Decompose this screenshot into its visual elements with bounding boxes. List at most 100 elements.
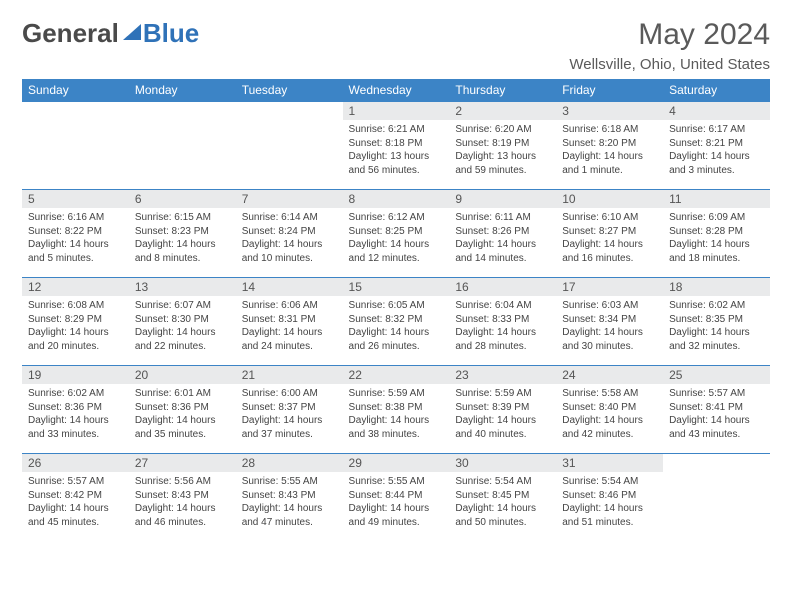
calendar-row: 19Sunrise: 6:02 AMSunset: 8:36 PMDayligh… [22,366,770,454]
day-number: 24 [556,366,663,384]
brand-logo: General Blue [22,18,199,49]
calendar-body: ......1Sunrise: 6:21 AMSunset: 8:18 PMDa… [22,102,770,542]
calendar-cell: 25Sunrise: 5:57 AMSunset: 8:41 PMDayligh… [663,366,770,454]
day-content: Sunrise: 6:18 AMSunset: 8:20 PMDaylight:… [556,120,663,181]
day-content: Sunrise: 6:03 AMSunset: 8:34 PMDaylight:… [556,296,663,357]
day-content: Sunrise: 5:55 AMSunset: 8:43 PMDaylight:… [236,472,343,533]
weekday-header: Tuesday [236,79,343,102]
month-title: May 2024 [569,18,770,52]
day-number: 30 [449,454,556,472]
day-number: 21 [236,366,343,384]
calendar-cell: 8Sunrise: 6:12 AMSunset: 8:25 PMDaylight… [343,190,450,278]
day-number: 4 [663,102,770,120]
weekday-header: Friday [556,79,663,102]
day-number: 8 [343,190,450,208]
day-content: Sunrise: 6:21 AMSunset: 8:18 PMDaylight:… [343,120,450,181]
calendar-cell: 27Sunrise: 5:56 AMSunset: 8:43 PMDayligh… [129,454,236,542]
calendar-cell: 29Sunrise: 5:55 AMSunset: 8:44 PMDayligh… [343,454,450,542]
day-content: Sunrise: 6:14 AMSunset: 8:24 PMDaylight:… [236,208,343,269]
calendar-cell: 12Sunrise: 6:08 AMSunset: 8:29 PMDayligh… [22,278,129,366]
day-content: Sunrise: 6:00 AMSunset: 8:37 PMDaylight:… [236,384,343,445]
day-content: Sunrise: 5:59 AMSunset: 8:39 PMDaylight:… [449,384,556,445]
day-content: Sunrise: 5:56 AMSunset: 8:43 PMDaylight:… [129,472,236,533]
day-content: Sunrise: 6:11 AMSunset: 8:26 PMDaylight:… [449,208,556,269]
calendar-cell: 9Sunrise: 6:11 AMSunset: 8:26 PMDaylight… [449,190,556,278]
calendar-cell: 21Sunrise: 6:00 AMSunset: 8:37 PMDayligh… [236,366,343,454]
calendar-cell: .. [129,102,236,190]
day-content: Sunrise: 6:04 AMSunset: 8:33 PMDaylight:… [449,296,556,357]
day-number: 31 [556,454,663,472]
location: Wellsville, Ohio, United States [569,56,770,73]
day-number: 1 [343,102,450,120]
calendar-cell: 28Sunrise: 5:55 AMSunset: 8:43 PMDayligh… [236,454,343,542]
day-content: Sunrise: 6:09 AMSunset: 8:28 PMDaylight:… [663,208,770,269]
day-content: Sunrise: 6:02 AMSunset: 8:36 PMDaylight:… [22,384,129,445]
calendar-cell: 23Sunrise: 5:59 AMSunset: 8:39 PMDayligh… [449,366,556,454]
day-number: 29 [343,454,450,472]
weekday-header: Wednesday [343,79,450,102]
day-content: Sunrise: 6:07 AMSunset: 8:30 PMDaylight:… [129,296,236,357]
calendar-cell: 31Sunrise: 5:54 AMSunset: 8:46 PMDayligh… [556,454,663,542]
day-number: 18 [663,278,770,296]
day-content: Sunrise: 6:06 AMSunset: 8:31 PMDaylight:… [236,296,343,357]
title-block: May 2024 Wellsville, Ohio, United States [569,18,770,73]
calendar-cell: 22Sunrise: 5:59 AMSunset: 8:38 PMDayligh… [343,366,450,454]
day-number: 11 [663,190,770,208]
brand-general: General [22,18,119,49]
day-content: Sunrise: 6:08 AMSunset: 8:29 PMDaylight:… [22,296,129,357]
weekday-header: Sunday [22,79,129,102]
day-content: Sunrise: 5:54 AMSunset: 8:45 PMDaylight:… [449,472,556,533]
calendar-cell: .. [236,102,343,190]
calendar-cell: 6Sunrise: 6:15 AMSunset: 8:23 PMDaylight… [129,190,236,278]
calendar-cell: 2Sunrise: 6:20 AMSunset: 8:19 PMDaylight… [449,102,556,190]
day-number: 22 [343,366,450,384]
calendar-cell: 19Sunrise: 6:02 AMSunset: 8:36 PMDayligh… [22,366,129,454]
day-number: 6 [129,190,236,208]
calendar-row: 26Sunrise: 5:57 AMSunset: 8:42 PMDayligh… [22,454,770,542]
calendar-table: SundayMondayTuesdayWednesdayThursdayFrid… [22,79,770,542]
day-number: 5 [22,190,129,208]
calendar-cell: 3Sunrise: 6:18 AMSunset: 8:20 PMDaylight… [556,102,663,190]
calendar-cell: 11Sunrise: 6:09 AMSunset: 8:28 PMDayligh… [663,190,770,278]
weekday-header: Monday [129,79,236,102]
day-content: Sunrise: 6:15 AMSunset: 8:23 PMDaylight:… [129,208,236,269]
weekday-header: Saturday [663,79,770,102]
calendar-row: 5Sunrise: 6:16 AMSunset: 8:22 PMDaylight… [22,190,770,278]
day-content: Sunrise: 5:55 AMSunset: 8:44 PMDaylight:… [343,472,450,533]
calendar-cell: 4Sunrise: 6:17 AMSunset: 8:21 PMDaylight… [663,102,770,190]
day-number: 7 [236,190,343,208]
calendar-cell: 14Sunrise: 6:06 AMSunset: 8:31 PMDayligh… [236,278,343,366]
day-number: 28 [236,454,343,472]
day-number: 17 [556,278,663,296]
day-number: 2 [449,102,556,120]
calendar-cell: 24Sunrise: 5:58 AMSunset: 8:40 PMDayligh… [556,366,663,454]
calendar-cell: .. [663,454,770,542]
calendar-cell: 16Sunrise: 6:04 AMSunset: 8:33 PMDayligh… [449,278,556,366]
weekday-header: Thursday [449,79,556,102]
day-content: Sunrise: 5:54 AMSunset: 8:46 PMDaylight:… [556,472,663,533]
day-number: 16 [449,278,556,296]
day-content: Sunrise: 6:01 AMSunset: 8:36 PMDaylight:… [129,384,236,445]
calendar-cell: 5Sunrise: 6:16 AMSunset: 8:22 PMDaylight… [22,190,129,278]
day-number: 13 [129,278,236,296]
day-number: 3 [556,102,663,120]
day-number: 26 [22,454,129,472]
day-number: 27 [129,454,236,472]
day-number: 9 [449,190,556,208]
calendar-cell: 10Sunrise: 6:10 AMSunset: 8:27 PMDayligh… [556,190,663,278]
day-content: Sunrise: 6:20 AMSunset: 8:19 PMDaylight:… [449,120,556,181]
page-header: General Blue May 2024 Wellsville, Ohio, … [22,18,770,73]
calendar-cell: .. [22,102,129,190]
brand-blue: Blue [143,18,199,49]
day-content: Sunrise: 5:57 AMSunset: 8:42 PMDaylight:… [22,472,129,533]
day-content: Sunrise: 5:58 AMSunset: 8:40 PMDaylight:… [556,384,663,445]
weekday-row: SundayMondayTuesdayWednesdayThursdayFrid… [22,79,770,102]
calendar-cell: 15Sunrise: 6:05 AMSunset: 8:32 PMDayligh… [343,278,450,366]
day-number: 10 [556,190,663,208]
sail-icon [121,18,143,49]
day-number: 20 [129,366,236,384]
calendar-row: 12Sunrise: 6:08 AMSunset: 8:29 PMDayligh… [22,278,770,366]
calendar-cell: 1Sunrise: 6:21 AMSunset: 8:18 PMDaylight… [343,102,450,190]
day-content: Sunrise: 6:05 AMSunset: 8:32 PMDaylight:… [343,296,450,357]
calendar-cell: 20Sunrise: 6:01 AMSunset: 8:36 PMDayligh… [129,366,236,454]
